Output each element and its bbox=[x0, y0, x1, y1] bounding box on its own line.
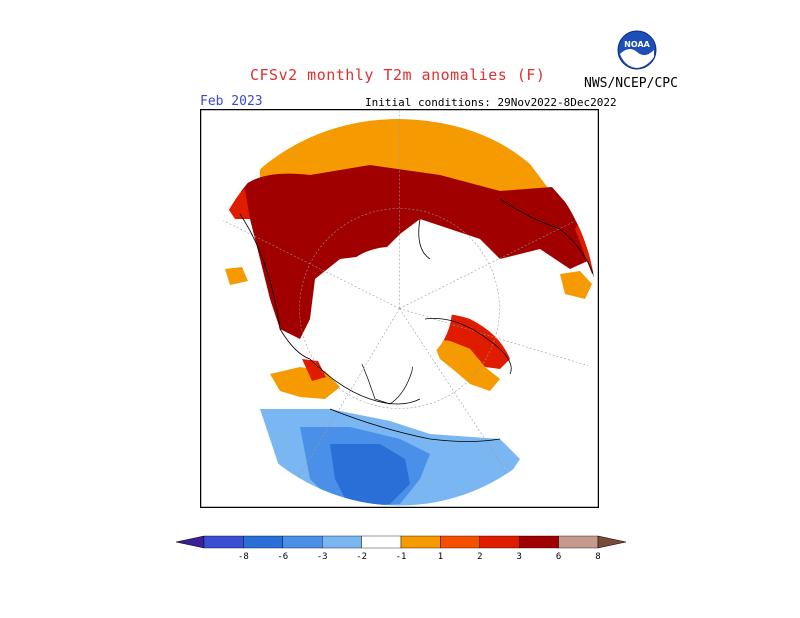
initial-conditions-label: Initial conditions: 29Nov2022-8Dec2022 bbox=[365, 96, 617, 109]
arctic-ocean bbox=[328, 247, 452, 371]
map-title: CFSv2 monthly T2m anomalies (F) bbox=[250, 66, 546, 84]
colorbar-bin bbox=[440, 535, 480, 549]
colorbar-tick-label: -1 bbox=[396, 552, 407, 562]
noaa-logo-text: NOAA bbox=[624, 40, 650, 49]
colorbar-bin bbox=[321, 535, 362, 549]
region-alaska-red bbox=[302, 359, 326, 381]
colorbar-tick-label: -8 bbox=[238, 552, 249, 562]
colorbar-bin bbox=[282, 535, 323, 549]
agency-label: NWS/NCEP/CPC bbox=[584, 76, 678, 91]
colorbar-bin bbox=[203, 535, 244, 549]
colorbar-bin bbox=[243, 535, 284, 549]
colorbar-tick-label: 3 bbox=[516, 552, 521, 562]
colorbar-bin bbox=[558, 535, 599, 549]
colorbar-arrow-high bbox=[597, 535, 627, 549]
colorbar-bin bbox=[479, 535, 520, 549]
colorbar-arrow-low bbox=[175, 535, 205, 549]
colorbar-tick-label: -6 bbox=[277, 552, 288, 562]
colorbar-tick-label: -2 bbox=[356, 552, 367, 562]
colorbar-tick-label: 8 bbox=[595, 552, 600, 562]
polar-map bbox=[200, 109, 599, 508]
region-arctic-siberia-orange bbox=[260, 119, 560, 204]
region-north-america-cold-deep bbox=[330, 444, 410, 506]
colorbar-tick-label: -3 bbox=[317, 552, 328, 562]
colorbar-bin bbox=[400, 535, 441, 549]
colorbar-tick-label: 2 bbox=[477, 552, 482, 562]
region-asia-patch bbox=[225, 267, 248, 285]
map-frame bbox=[200, 109, 599, 508]
coastlines bbox=[239, 198, 596, 442]
region-europe-patch bbox=[560, 271, 592, 299]
colorbar: -8 -6 -3 -2 -1 1 2 3 6 8 bbox=[175, 535, 627, 562]
region-siberia-warm bbox=[240, 165, 592, 339]
noaa-logo-icon: NOAA bbox=[617, 30, 657, 70]
colorbar-tick-label: 1 bbox=[438, 552, 443, 562]
graticule bbox=[202, 111, 597, 506]
region-scandinavia-orange bbox=[432, 339, 500, 391]
valid-month-label: Feb 2023 bbox=[200, 94, 263, 109]
colorbar-bin bbox=[519, 535, 559, 549]
colorbar-tick-label: 6 bbox=[556, 552, 561, 562]
colorbar-bin bbox=[361, 535, 402, 549]
